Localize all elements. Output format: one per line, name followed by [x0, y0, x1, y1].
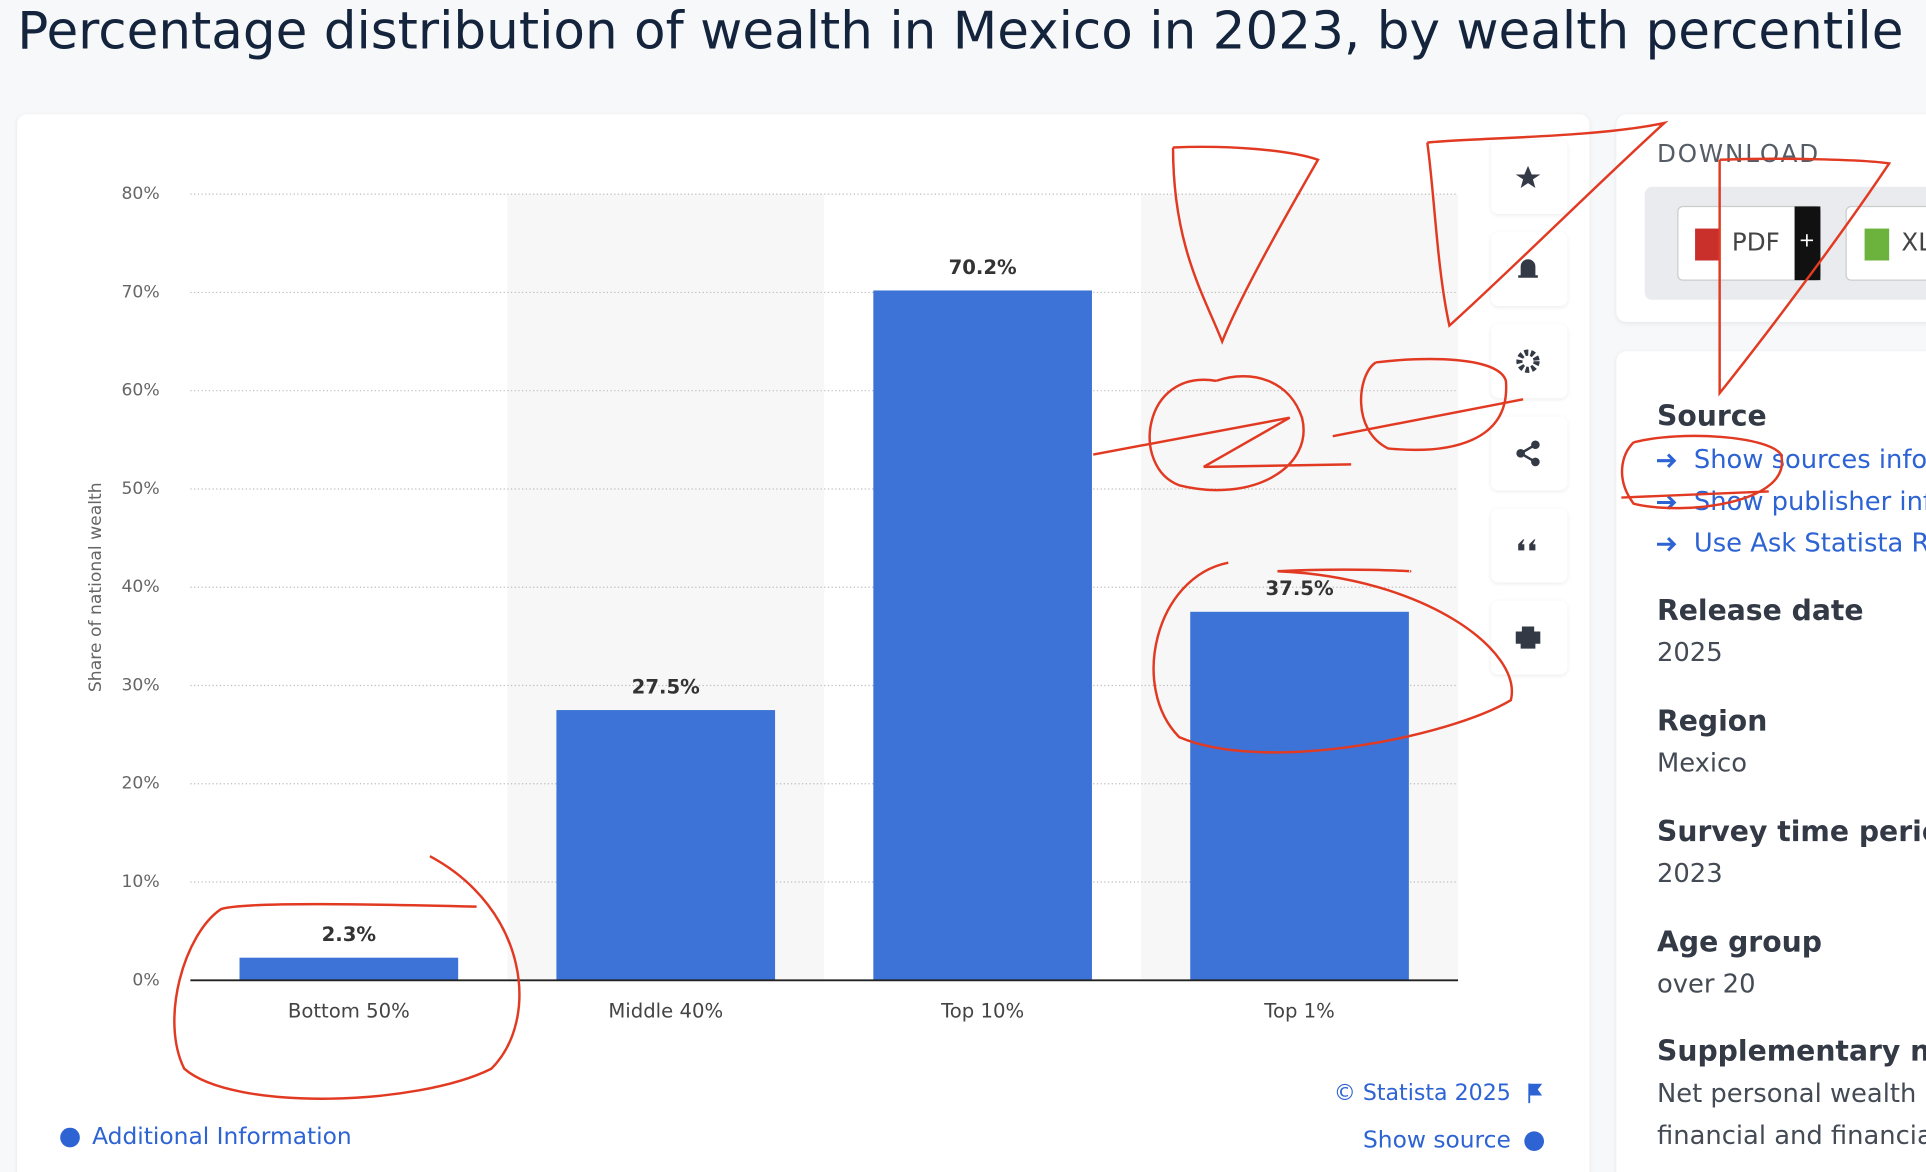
arrow-icon [1656, 453, 1677, 468]
bar[interactable] [556, 710, 776, 981]
bell-icon [1518, 259, 1538, 278]
info-icon[interactable] [1524, 1131, 1544, 1152]
detail-value: 2023 [1657, 859, 1723, 889]
page-title: Percentage distribution of wealth in Mex… [17, 1, 1903, 61]
x-tick-label: Top 10% [940, 1000, 1024, 1023]
value-label: 37.5% [1265, 577, 1333, 600]
detail-heading: Release date [1657, 594, 1864, 627]
pdf-icon [1695, 228, 1720, 261]
gear-icon [1516, 349, 1540, 373]
supplementary-heading: Supplementary no [1657, 1035, 1926, 1068]
x-tick-label: Top 1% [1263, 1000, 1335, 1023]
xls-icon [1864, 228, 1890, 261]
y-tick-label: 50% [121, 479, 159, 499]
annotation [1426, 120, 1669, 328]
download-heading: DOWNLOAD [1657, 139, 1820, 168]
supplementary-text: Net personal wealth i [1657, 1079, 1926, 1109]
annotation [1171, 145, 1320, 345]
arrow-icon [1656, 537, 1677, 552]
annotation [1092, 375, 1352, 492]
bar[interactable] [1190, 611, 1409, 981]
detail-value: over 20 [1657, 970, 1755, 1000]
detail-value: 2025 [1657, 638, 1723, 668]
y-tick-label: 0% [132, 970, 159, 990]
y-tick-label: 40% [121, 577, 159, 597]
source-link[interactable]: Use Ask Statista Re [1694, 529, 1926, 559]
settings-button[interactable] [1491, 324, 1568, 399]
bar[interactable] [239, 957, 459, 981]
chart: 0% 10% 20% 30% 40% 50% 60% 70% 80% Share of natio… [86, 184, 1459, 1023]
xls-label: XL [1901, 227, 1926, 256]
info-icon[interactable] [60, 1127, 80, 1148]
arrow-icon [1656, 495, 1677, 510]
bar[interactable] [873, 290, 1092, 981]
print-icon [1515, 626, 1541, 649]
y-tick-label: 20% [121, 774, 159, 794]
red-annotations [173, 120, 1892, 1100]
value-label: 2.3% [322, 923, 377, 946]
additional-information[interactable]: Additional Information [92, 1122, 352, 1150]
supplementary-text: financial and financia [1657, 1121, 1926, 1151]
x-tick-label: Middle 40% [608, 1000, 723, 1023]
annotation [1152, 561, 1514, 754]
quote-icon [1518, 539, 1536, 551]
detail-value: Mexico [1657, 749, 1747, 779]
star-icon [1515, 165, 1541, 189]
y-tick-label: 80% [121, 184, 159, 204]
y-tick-label: 70% [121, 282, 159, 302]
copyright[interactable]: © Statista 2025 [1334, 1080, 1511, 1106]
annotation [1718, 157, 1892, 397]
x-tick-label: Bottom 50% [288, 1000, 410, 1023]
tool-buttons [1491, 140, 1568, 675]
y-tick-label: 30% [121, 675, 159, 695]
source-link[interactable]: Show sources infor [1694, 445, 1926, 475]
y-tick-label: 10% [121, 872, 159, 892]
pdf-label: PDF [1732, 227, 1780, 256]
share-dot [1531, 440, 1540, 450]
source-heading: Source [1657, 400, 1767, 433]
y-axis-label: Share of national wealth [86, 482, 106, 692]
share-dot [1531, 457, 1540, 467]
show-source[interactable]: Show source [1363, 1126, 1511, 1154]
plus-label: + [1799, 228, 1815, 251]
value-label: 27.5% [632, 675, 700, 698]
annotation [173, 855, 521, 1100]
detail-heading: Region [1657, 704, 1767, 737]
detail-heading: Age group [1657, 925, 1822, 958]
detail-heading: Survey time perioc [1657, 815, 1926, 848]
share-dot [1516, 449, 1525, 458]
annotation [1332, 357, 1524, 452]
value-label: 70.2% [949, 256, 1017, 279]
flag-icon[interactable] [1528, 1083, 1543, 1104]
info-card [1616, 351, 1926, 1172]
share-button[interactable] [1491, 416, 1568, 491]
y-tick-label: 60% [121, 381, 159, 401]
annotation [1620, 434, 1784, 510]
